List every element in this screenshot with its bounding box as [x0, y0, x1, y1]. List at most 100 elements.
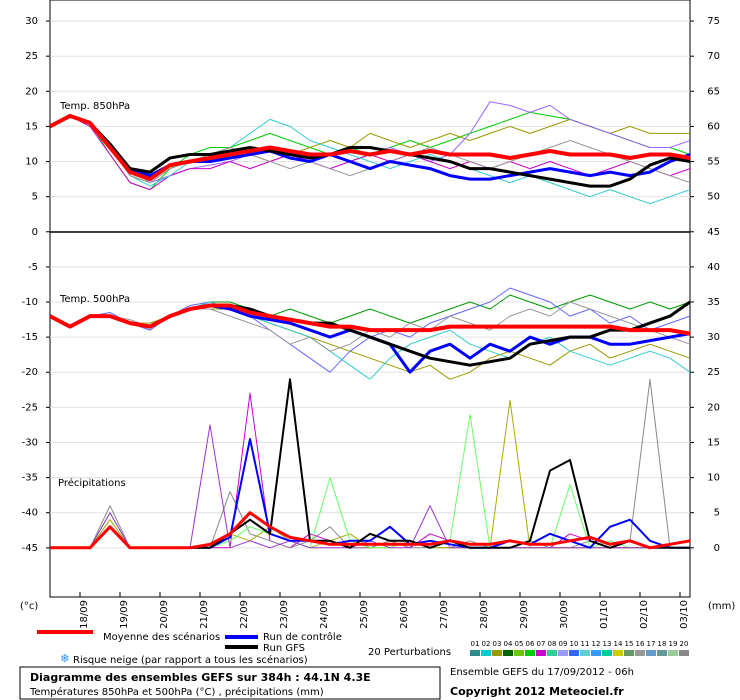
y-tick-label: -45: [22, 543, 38, 554]
y-tick-label: 30: [25, 16, 38, 27]
y-tick-label: -25: [22, 402, 38, 413]
y-tick-label: 5: [32, 192, 38, 203]
perturbation-swatch: [470, 650, 480, 656]
perturbation-label: 16: [636, 640, 645, 648]
x-tick-label: 03/10: [679, 600, 690, 629]
x-tick-label: 22/09: [239, 600, 250, 629]
y2-tick-label: 50: [707, 192, 720, 203]
perturbation-swatch: [525, 650, 535, 656]
x-tick-label: 27/09: [439, 600, 450, 629]
y-tick-label: 15: [25, 121, 38, 132]
y-tick-label: -10: [22, 297, 38, 308]
x-tick-label: 21/09: [199, 600, 210, 629]
chart-subtitle: Températures 850hPa et 500hPa (°C) , pré…: [29, 686, 324, 698]
series-line: [49, 308, 691, 380]
y-tick-label: -35: [22, 473, 38, 484]
perturbation-label: 08: [548, 640, 557, 648]
y-tick-label: -15: [22, 332, 38, 343]
panel-label: Temp. 850hPa: [59, 101, 130, 112]
perturbation-label: 18: [658, 640, 667, 648]
perturbation-swatch: [503, 650, 513, 656]
y-tick-label: -30: [22, 437, 38, 448]
x-tick-label: 01/10: [599, 600, 610, 629]
y-tick-label: 20: [25, 86, 38, 97]
panel-label: Temp. 500hPa: [59, 294, 130, 305]
y2-tick-label: 20: [707, 402, 720, 413]
perturbation-label: 03: [493, 640, 502, 648]
y-unit: (°c): [20, 601, 38, 612]
perturbation-label: 14: [614, 640, 623, 648]
y2-tick-label: 65: [707, 86, 720, 97]
perturbation-swatch: [558, 650, 568, 656]
perturbation-label: 19: [669, 640, 678, 648]
perturbation-swatch: [613, 650, 623, 656]
perturbation-swatch: [536, 650, 546, 656]
x-tick-label: 29/09: [519, 600, 530, 629]
perturbation-swatch: [492, 650, 502, 656]
perturbation-label: 07: [537, 640, 546, 648]
perturbation-label: 12: [592, 640, 601, 648]
x-tick-label: 20/09: [159, 600, 170, 629]
y2-tick-label: 35: [707, 297, 720, 308]
perturbation-swatch: [580, 650, 590, 656]
y2-tick-label: 70: [707, 51, 720, 62]
y-tick-label: -40: [22, 508, 38, 519]
x-tick-label: 25/09: [359, 600, 370, 629]
perturbation-swatch: [624, 650, 634, 656]
perturbation-swatch: [602, 650, 612, 656]
x-tick-label: 23/09: [279, 600, 290, 629]
title-box: [19, 666, 441, 700]
y-tick-label: 25: [25, 51, 38, 62]
y2-tick-label: 10: [707, 473, 720, 484]
perturbation-swatch: [481, 650, 491, 656]
perturbation-label: 01: [471, 640, 480, 648]
y2-tick-label: 75: [707, 16, 720, 27]
snow-icon: ❄: [60, 652, 70, 666]
perturbation-label: 04: [504, 640, 513, 648]
x-tick-label: 18/09: [79, 600, 90, 629]
perturbation-label: 09: [559, 640, 568, 648]
perturbation-label: 05: [515, 640, 524, 648]
perturbation-swatch: [635, 650, 645, 656]
snow-note: Risque neige (par rapport a tous les scé…: [73, 654, 308, 666]
y2-tick-label: 25: [707, 367, 720, 378]
perturbation-swatch: [569, 650, 579, 656]
perturbation-label: 10: [570, 640, 579, 648]
y2-tick-label: 45: [707, 227, 720, 238]
x-tick-label: 30/09: [559, 600, 570, 629]
plot-frame: [49, 0, 691, 598]
y2-tick-label: 60: [707, 121, 720, 132]
y2-tick-label: 55: [707, 157, 720, 168]
x-tick-label: 24/09: [319, 600, 330, 629]
y2-tick-label: 30: [707, 332, 720, 343]
plot-area: [49, 20, 691, 550]
x-tick-label: 28/09: [479, 600, 490, 629]
series-line: [49, 115, 691, 205]
y-tick-label: -20: [22, 367, 38, 378]
series-line: [49, 114, 691, 188]
y-tick-label: 10: [25, 157, 38, 168]
y2-tick-label: 15: [707, 437, 720, 448]
series-line: [50, 511, 691, 550]
perturbation-swatch: [547, 650, 557, 656]
copyright: Copyright 2012 Meteociel.fr: [450, 685, 624, 698]
run-info: Ensemble GEFS du 17/09/2012 - 06h: [450, 667, 634, 678]
perturbation-label: 17: [647, 640, 656, 648]
perturbation-label: 02: [482, 640, 491, 648]
perturbation-swatch: [646, 650, 656, 656]
perturbation-swatch: [679, 650, 689, 656]
legend-label: Moyenne des scénarios: [103, 631, 220, 643]
y2-tick-label: 5: [714, 508, 720, 519]
series-line: [49, 303, 691, 336]
x-tick-label: 19/09: [119, 600, 130, 629]
perturbation-swatch: [657, 650, 667, 656]
series-line: [49, 113, 691, 182]
legend: Moyenne des scénarios Run de contrôleRun …: [37, 630, 689, 656]
perturbation-label: 06: [526, 640, 535, 648]
y2-tick-label: 40: [707, 262, 720, 273]
legend-label: Run GFS: [263, 643, 305, 654]
perturbation-swatch: [514, 650, 524, 656]
panel-label: Précipitations: [58, 477, 126, 489]
x-tick-label: 02/10: [639, 600, 650, 629]
